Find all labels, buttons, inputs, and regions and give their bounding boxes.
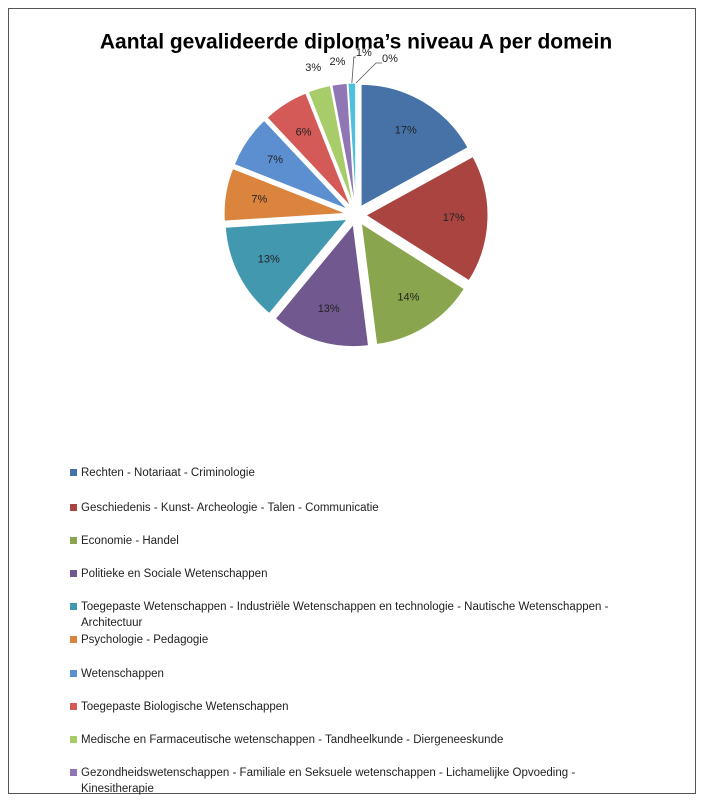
data-label: 13% (318, 303, 340, 315)
data-label: 1% (356, 47, 372, 59)
legend-item: Rechten - Notariaat - Criminologie (70, 465, 630, 481)
legend-label: Geschiedenis - Kunst- Archeologie - Tale… (81, 502, 379, 514)
legend-label: Medische en Farmaceutische wetenschappen… (81, 734, 504, 746)
legend-item: Gezondheidswetenschappen - Familiale en … (70, 765, 630, 797)
chart-frame (8, 8, 696, 794)
data-label: 0% (382, 53, 398, 65)
legend-item: Geschiedenis - Kunst- Archeologie - Tale… (70, 500, 630, 516)
legend-marker (70, 570, 77, 577)
legend-label: Psychologie - Pedagogie (81, 634, 209, 646)
chart-title: Aantal gevalideerde diploma’s niveau A p… (100, 31, 612, 54)
pie-slice (365, 155, 489, 282)
data-label: 17% (443, 212, 465, 224)
legend-item: Toegepaste Biologische Wetenschappen (70, 699, 630, 715)
data-label: 6% (296, 126, 312, 138)
pie-slice (360, 222, 466, 346)
data-label: 7% (267, 154, 283, 166)
legend-label: Politieke en Sociale Wetenschappen (81, 568, 268, 580)
legend-item: Medische en Farmaceutische wetenschappen… (70, 732, 630, 748)
legend-label: Toegepaste Wetenschappen - Industriële W… (81, 601, 609, 629)
legend-marker (70, 736, 77, 743)
legend-item: Economie - Handel (70, 533, 630, 549)
pie-slice (266, 92, 352, 207)
legend-marker (70, 636, 77, 643)
pie-slice (233, 119, 349, 210)
legend-marker (70, 537, 77, 544)
legend-item: Politieke en Sociale Wetenschappen (70, 566, 630, 582)
legend-label: Gezondheidswetenschappen - Familiale en … (81, 767, 576, 795)
pie-slice (307, 84, 354, 206)
data-label: 7% (251, 194, 267, 206)
legend-marker (70, 769, 77, 776)
legend-marker (70, 670, 77, 677)
pie-slice (274, 223, 370, 348)
legend-item: Wetenschappen (70, 666, 630, 682)
data-label: 14% (397, 292, 419, 304)
data-label: 13% (258, 253, 280, 265)
leader-line (355, 62, 382, 84)
legend-marker (70, 469, 77, 476)
legend-label: Rechten - Notariaat - Criminologie (81, 467, 255, 479)
legend-marker (70, 703, 77, 710)
leader-line (351, 56, 356, 84)
data-label: 17% (395, 125, 417, 137)
legend-marker (70, 603, 77, 610)
pie-slice (224, 218, 349, 315)
legend-label: Toegepaste Biologische Wetenschappen (81, 701, 289, 713)
pie-slice (331, 82, 356, 206)
pie-slice (360, 83, 469, 208)
data-label: 3% (305, 62, 321, 74)
legend-label: Wetenschappen (81, 668, 164, 680)
data-label: 2% (330, 56, 346, 68)
legend-item: Psychologie - Pedagogie (70, 632, 630, 648)
pie-slice (223, 167, 347, 222)
legend-label: Economie - Handel (81, 535, 179, 547)
legend-marker (70, 504, 77, 511)
legend-item: Toegepaste Wetenschappen - Industriële W… (70, 599, 630, 631)
